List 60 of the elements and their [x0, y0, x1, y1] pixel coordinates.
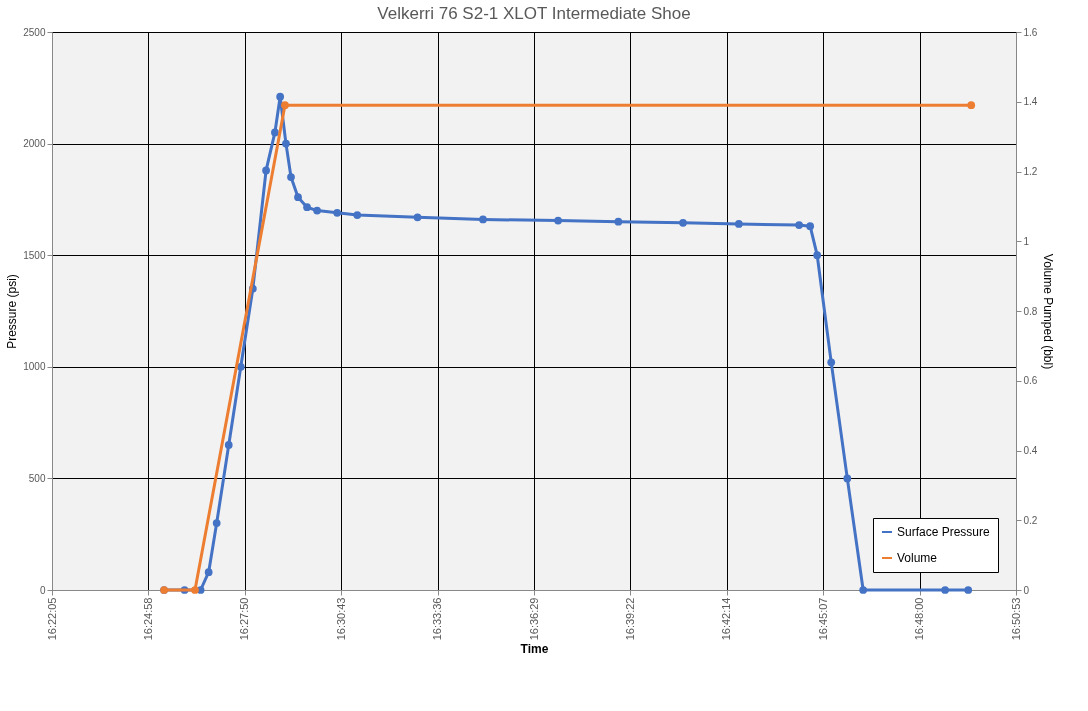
point: [859, 586, 868, 594]
y-tick-label: 1500: [23, 249, 46, 261]
y2-tick-label: 0.4: [1023, 445, 1038, 456]
point: [795, 221, 803, 229]
y2-tick-label: 0.6: [1023, 375, 1038, 387]
point: [479, 215, 487, 224]
point: [941, 586, 949, 594]
x-tick-label: 16:36:29: [527, 597, 540, 641]
y-tick-label: 2500: [23, 26, 46, 38]
x-tick-label: 16:24:58: [141, 597, 154, 641]
y2-tick-label: 0: [1023, 584, 1030, 596]
y2-tick-label: 1.6: [1023, 26, 1038, 38]
point: [413, 213, 422, 222]
legend-label: Volume: [897, 551, 938, 565]
point: [827, 358, 836, 367]
point: [262, 166, 270, 175]
y-tick-label: 2000: [23, 138, 46, 150]
x-tick-label: 16:39:22: [623, 597, 636, 641]
y-tick-label: 500: [28, 472, 46, 484]
x-tick-label: 16:33:36: [431, 597, 444, 641]
x-tick-label: 16:22:05: [45, 597, 58, 641]
chart-title: Velkerri 76 S2-1 XLOT Intermediate Shoe: [377, 4, 691, 23]
point: [679, 218, 687, 227]
point: [614, 217, 623, 226]
x-tick-label: 16:27:50: [238, 597, 251, 641]
point: [813, 251, 822, 260]
point: [554, 216, 562, 225]
point: [282, 139, 290, 148]
point: [313, 206, 321, 215]
y2-tick-label: 0.8: [1023, 305, 1038, 317]
point: [734, 220, 743, 228]
point: [964, 586, 973, 594]
point: [204, 568, 213, 577]
y-tick-label: 1000: [23, 361, 46, 373]
x-tick-label: 16:50:53: [1009, 597, 1022, 641]
point: [294, 193, 302, 202]
y2-tick-label: 1: [1023, 235, 1030, 247]
y2-tick-label: 1.4: [1023, 96, 1038, 108]
x-tick-label: 16:45:07: [816, 597, 829, 641]
x-tick-label: 16:42:14: [720, 597, 733, 641]
y2-axis-title: Volume Pumped (bbl): [1041, 253, 1056, 370]
point: [212, 519, 221, 527]
point: [806, 222, 815, 231]
point: [333, 208, 342, 217]
point: [224, 441, 233, 449]
legend-label: Surface Pressure: [897, 525, 991, 539]
x-tick-label: 16:30:43: [334, 597, 347, 641]
y-axis-title: Pressure (psi): [5, 274, 20, 349]
point: [353, 211, 362, 219]
point: [843, 474, 852, 483]
point: [303, 203, 311, 212]
point: [287, 173, 295, 181]
y2-tick-label: 1.2: [1023, 166, 1038, 177]
point: [271, 128, 279, 137]
point: [236, 362, 245, 371]
x-axis-title: Time: [520, 642, 549, 657]
x-tick-label: 16:48:00: [913, 597, 926, 641]
point: [276, 92, 285, 101]
y2-tick-label: 0.2: [1023, 514, 1038, 526]
y-tick-label: 0: [39, 584, 46, 596]
